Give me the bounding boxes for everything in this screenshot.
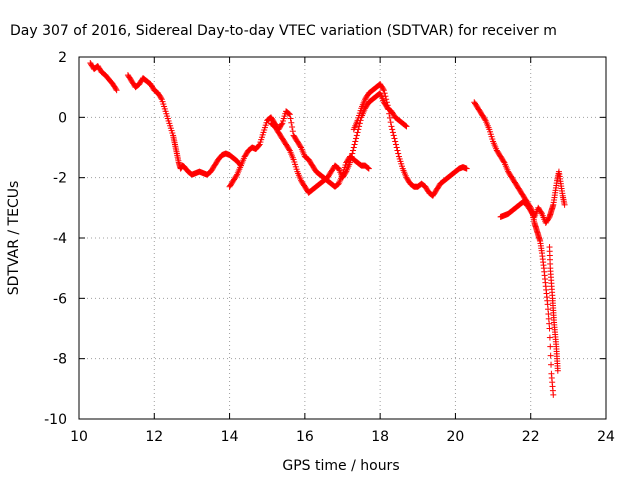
data-point bbox=[113, 87, 120, 94]
data-point bbox=[386, 110, 393, 117]
data-point bbox=[158, 95, 165, 102]
y-tick-label: -4 bbox=[53, 231, 67, 247]
data-point bbox=[392, 138, 399, 145]
data-point bbox=[350, 144, 357, 151]
data-point bbox=[356, 123, 363, 130]
data-point bbox=[389, 126, 396, 133]
data-point bbox=[353, 132, 360, 139]
data-point bbox=[561, 201, 568, 208]
data-point bbox=[500, 158, 507, 165]
data-point bbox=[382, 93, 389, 100]
x-tick-labels: 10 12 14 16 18 20 22 24 bbox=[70, 429, 615, 445]
y-tick-label: 0 bbox=[58, 110, 67, 126]
data-point bbox=[289, 128, 296, 135]
data-point bbox=[353, 135, 360, 142]
y-tick-label: -10 bbox=[44, 412, 67, 428]
y-tick-label: -2 bbox=[53, 171, 67, 187]
x-tick-label: 18 bbox=[371, 429, 389, 445]
data-point bbox=[481, 116, 488, 123]
data-point bbox=[463, 165, 470, 172]
data-point bbox=[380, 85, 387, 92]
data-point bbox=[546, 334, 553, 341]
data-point bbox=[386, 114, 393, 121]
data-point bbox=[286, 110, 293, 117]
data-point bbox=[287, 115, 294, 122]
data-point bbox=[255, 142, 262, 149]
data-point bbox=[297, 143, 304, 150]
data-point bbox=[352, 138, 359, 145]
data-point bbox=[349, 150, 356, 157]
y-tick-label: 2 bbox=[58, 50, 67, 66]
y-axis-label: SDTVAR / TECUs bbox=[6, 181, 22, 296]
x-tick-label: 16 bbox=[296, 429, 314, 445]
data-point bbox=[387, 119, 394, 126]
data-point bbox=[403, 123, 410, 130]
data-point bbox=[351, 141, 358, 148]
data-point bbox=[393, 144, 400, 151]
data-point bbox=[538, 209, 545, 216]
data-point bbox=[550, 391, 557, 398]
y-tick-label: -6 bbox=[53, 291, 67, 307]
data-point bbox=[383, 99, 390, 106]
data-point bbox=[391, 135, 398, 142]
data-point bbox=[402, 122, 409, 129]
data-point bbox=[381, 90, 388, 97]
x-tick-label: 10 bbox=[70, 429, 88, 445]
data-point bbox=[548, 361, 555, 368]
data-point bbox=[389, 129, 396, 136]
data-point bbox=[278, 121, 285, 128]
y-tick-labels: 2 0 -2 -4 -6 -8 -10 bbox=[44, 50, 67, 428]
data-point bbox=[392, 141, 399, 148]
data-point bbox=[383, 96, 390, 103]
data-point bbox=[354, 129, 361, 136]
y-tick-label: -8 bbox=[53, 352, 67, 368]
data-point bbox=[342, 169, 349, 176]
data-point bbox=[347, 156, 354, 163]
data-point bbox=[380, 87, 387, 94]
data-point bbox=[547, 343, 554, 350]
chart-title: Day 307 of 2016, Sidereal Day-to-day VTE… bbox=[10, 23, 557, 39]
data-point bbox=[554, 367, 561, 374]
data-point bbox=[286, 146, 293, 153]
data-point bbox=[288, 119, 295, 126]
data-point bbox=[388, 123, 395, 130]
data-points bbox=[87, 60, 568, 398]
data-point bbox=[289, 123, 296, 130]
data-point bbox=[384, 102, 391, 109]
x-tick-label: 20 bbox=[447, 429, 465, 445]
data-point bbox=[385, 106, 392, 113]
data-point bbox=[394, 147, 401, 154]
data-point bbox=[365, 165, 372, 172]
x-tick-label: 24 bbox=[597, 429, 615, 445]
data-point bbox=[546, 325, 553, 332]
data-point bbox=[286, 111, 293, 118]
data-point bbox=[390, 132, 397, 139]
x-tick-label: 14 bbox=[221, 429, 239, 445]
data-point bbox=[112, 85, 119, 92]
x-tick-label: 12 bbox=[145, 429, 163, 445]
data-point bbox=[348, 153, 355, 160]
data-point bbox=[347, 159, 354, 166]
data-point bbox=[395, 150, 402, 157]
plot-frame bbox=[78, 56, 607, 420]
axis-ticks bbox=[78, 56, 607, 420]
data-point bbox=[365, 165, 372, 172]
grid bbox=[79, 57, 606, 419]
data-point bbox=[233, 172, 240, 179]
x-axis-label: GPS time / hours bbox=[282, 458, 399, 474]
data-point bbox=[547, 352, 554, 359]
data-point bbox=[350, 147, 357, 154]
x-tick-label: 22 bbox=[522, 429, 540, 445]
data-point bbox=[356, 120, 363, 127]
